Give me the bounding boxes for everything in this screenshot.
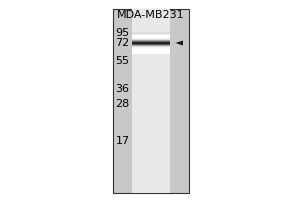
Bar [132, 43, 170, 44]
Bar [132, 48, 170, 49]
Bar [132, 37, 170, 38]
Bar [132, 44, 170, 45]
Bar [132, 49, 170, 50]
Bar [132, 32, 170, 33]
Text: MDA-MB231: MDA-MB231 [117, 10, 184, 20]
Bar [132, 45, 170, 46]
Text: 72: 72 [116, 38, 130, 48]
Bar [132, 50, 170, 51]
Bar [132, 41, 170, 42]
Bar [132, 39, 170, 40]
Bar [132, 35, 170, 36]
Bar [132, 9, 170, 193]
Text: 28: 28 [116, 99, 130, 109]
Text: 17: 17 [116, 136, 130, 146]
Bar [132, 52, 170, 53]
Bar [132, 40, 170, 41]
Bar [132, 46, 170, 47]
Bar [132, 33, 170, 34]
Text: 55: 55 [116, 56, 130, 66]
Bar [132, 51, 170, 52]
Bar [132, 36, 170, 37]
Bar [112, 9, 189, 193]
Bar [132, 53, 170, 54]
Polygon shape [176, 41, 183, 46]
Text: 95: 95 [116, 28, 130, 38]
Bar [132, 47, 170, 48]
Bar [132, 34, 170, 35]
Bar [132, 38, 170, 39]
Text: 36: 36 [116, 84, 130, 94]
Bar [132, 42, 170, 43]
